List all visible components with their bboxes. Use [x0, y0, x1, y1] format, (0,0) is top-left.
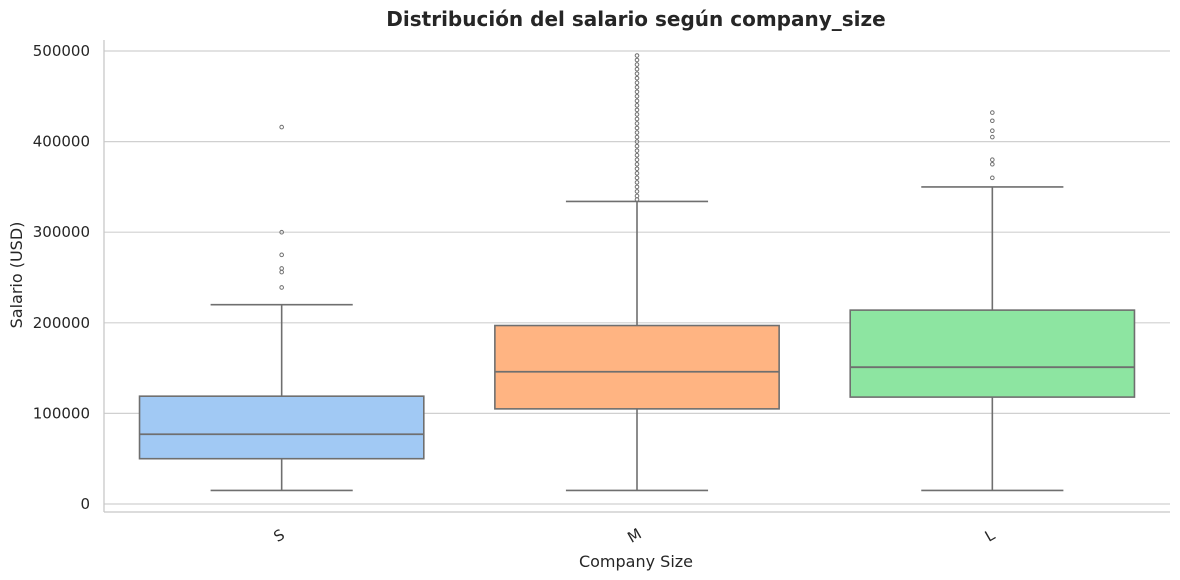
y-tick-label: 100000	[33, 404, 90, 422]
outlier-point	[634, 80, 640, 86]
outlier-point	[990, 157, 995, 163]
y-tick-label: 500000	[33, 42, 90, 60]
outlier-point	[990, 110, 995, 115]
outlier-point	[634, 94, 640, 99]
outlier-point	[634, 139, 640, 144]
outlier-point	[634, 121, 640, 126]
outlier-point	[634, 84, 640, 90]
outlier-point	[634, 112, 640, 117]
outlier-point	[990, 175, 995, 181]
y-tick-labels: 0 100000 200000 300000 400000 500000	[33, 42, 90, 513]
y-tick-label: 400000	[33, 133, 90, 151]
outlier-point	[634, 157, 640, 163]
outlier-point	[634, 62, 640, 67]
y-tick-label: 200000	[33, 314, 90, 332]
outlier-point	[990, 118, 995, 124]
y-tick-label: 300000	[33, 223, 90, 241]
outlier-point	[634, 116, 640, 122]
y-axis-label: Salario (USD)	[7, 222, 26, 329]
chart-title: Distribución del salario según company_s…	[386, 7, 885, 31]
outlier-point	[634, 152, 640, 158]
outlier-point	[990, 134, 995, 140]
x-tick-label: S	[271, 525, 288, 545]
outlier-point	[634, 66, 640, 72]
outlier-point	[279, 229, 284, 235]
outlier-point	[279, 266, 284, 271]
outlier-point	[634, 161, 640, 167]
outlier-point	[990, 161, 995, 167]
iqr-box	[138, 395, 425, 460]
outlier-point	[634, 175, 640, 181]
iqr-box	[494, 324, 780, 410]
outlier-point	[634, 53, 640, 58]
outlier-point	[634, 130, 640, 135]
outlier-point	[279, 124, 284, 130]
x-tick-label: L	[982, 525, 999, 545]
outlier-point	[634, 75, 640, 81]
outlier-point	[279, 285, 284, 290]
outlier-point	[634, 98, 640, 104]
outlier-point	[279, 269, 284, 275]
outlier-point	[634, 103, 640, 108]
outlier-point	[634, 184, 640, 190]
box-series	[138, 53, 1136, 492]
outlier-point	[634, 171, 640, 176]
y-tick-label: 0	[80, 495, 90, 513]
outlier-point	[634, 71, 640, 76]
box-group-s	[138, 124, 425, 492]
box-group-l	[849, 110, 1136, 492]
outlier-point	[634, 143, 640, 149]
outlier-point	[634, 57, 640, 63]
outlier-point	[634, 125, 640, 131]
outlier-point	[634, 148, 640, 153]
outlier-point	[634, 107, 640, 113]
outlier-point	[634, 189, 640, 194]
outlier-point	[634, 89, 640, 95]
outlier-point	[634, 166, 640, 172]
outlier-point	[634, 193, 640, 199]
outlier-point	[634, 134, 640, 140]
x-axis-label: Company Size	[579, 552, 693, 571]
x-tick-label: M	[624, 525, 644, 547]
outlier-point	[634, 180, 640, 185]
iqr-box	[849, 309, 1136, 398]
outlier-point	[990, 128, 995, 134]
outlier-point	[279, 252, 284, 258]
box-group-m	[494, 53, 780, 492]
